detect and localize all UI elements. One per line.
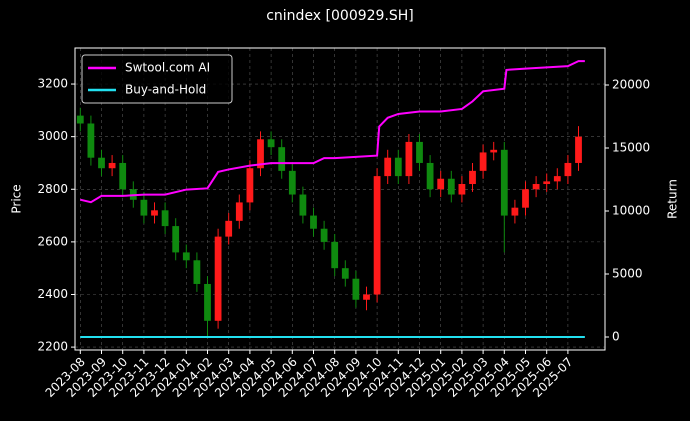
y-axis-label: Price [10, 184, 24, 213]
candle-body [500, 149, 508, 216]
candle-body [363, 294, 370, 300]
candle-body [469, 170, 476, 185]
candle-body [214, 236, 222, 321]
y2-tick-label: 20000 [612, 78, 650, 92]
candle-body [426, 162, 434, 190]
candle-body [257, 139, 264, 169]
candle-body [225, 220, 233, 237]
candle-body [490, 149, 498, 153]
candle-body [394, 157, 402, 177]
candle-body [320, 228, 328, 242]
candle-body [119, 162, 127, 190]
candle-body [553, 176, 561, 182]
y-tick-label: 3200 [37, 77, 68, 91]
candle-body [405, 141, 413, 177]
candle-body [341, 268, 349, 279]
candle-body [564, 162, 572, 177]
candle-body [543, 181, 551, 185]
y2-tick-label: 10000 [612, 204, 650, 218]
candle-body [522, 189, 529, 208]
candle-body [278, 147, 286, 171]
candle-body [267, 139, 275, 148]
candle-body [384, 157, 392, 177]
candle-body [437, 178, 445, 190]
candle-body [98, 157, 105, 169]
candle-body [172, 226, 180, 253]
candle-body [373, 176, 381, 295]
y-tick-label: 2800 [37, 182, 68, 196]
candle-body [76, 115, 84, 124]
candle-body [204, 283, 211, 321]
candle-body [140, 199, 148, 216]
candle-body [193, 260, 201, 284]
return-line [80, 60, 585, 204]
candle-body [511, 207, 519, 216]
y-tick-label: 3000 [37, 129, 68, 143]
candle-body [331, 241, 339, 269]
candle-body [352, 278, 360, 300]
candle-body [161, 210, 169, 227]
candle-body [479, 152, 487, 171]
candle-body [151, 210, 158, 216]
candle-body [235, 202, 243, 221]
candle-body [575, 136, 582, 163]
y-tick-label: 2200 [37, 340, 68, 354]
plot-frame [74, 47, 606, 351]
y2-tick-label: 15000 [612, 141, 650, 155]
candle-body [310, 215, 317, 229]
candle-body [299, 194, 307, 216]
candle-body [532, 184, 540, 190]
y-tick-label: 2600 [37, 234, 68, 248]
y-tick-label: 2400 [37, 287, 68, 301]
y2-axis-label: Return [666, 179, 680, 219]
candle-body [458, 184, 466, 195]
legend-label: Swtool.com AI [125, 61, 210, 75]
y2-tick-label: 0 [612, 329, 620, 343]
legend-label: Buy-and-Hold [125, 83, 206, 97]
candle-body [87, 123, 95, 158]
candle-body [246, 168, 254, 203]
candle-body [288, 170, 296, 195]
y2-tick-label: 5000 [612, 266, 643, 280]
chart-title: cnindex [000929.SH] [266, 8, 414, 24]
candle-body [416, 141, 423, 163]
legend-box [81, 54, 233, 104]
candle-body [182, 252, 190, 261]
candle-body [108, 162, 116, 169]
candle-body [447, 178, 455, 195]
